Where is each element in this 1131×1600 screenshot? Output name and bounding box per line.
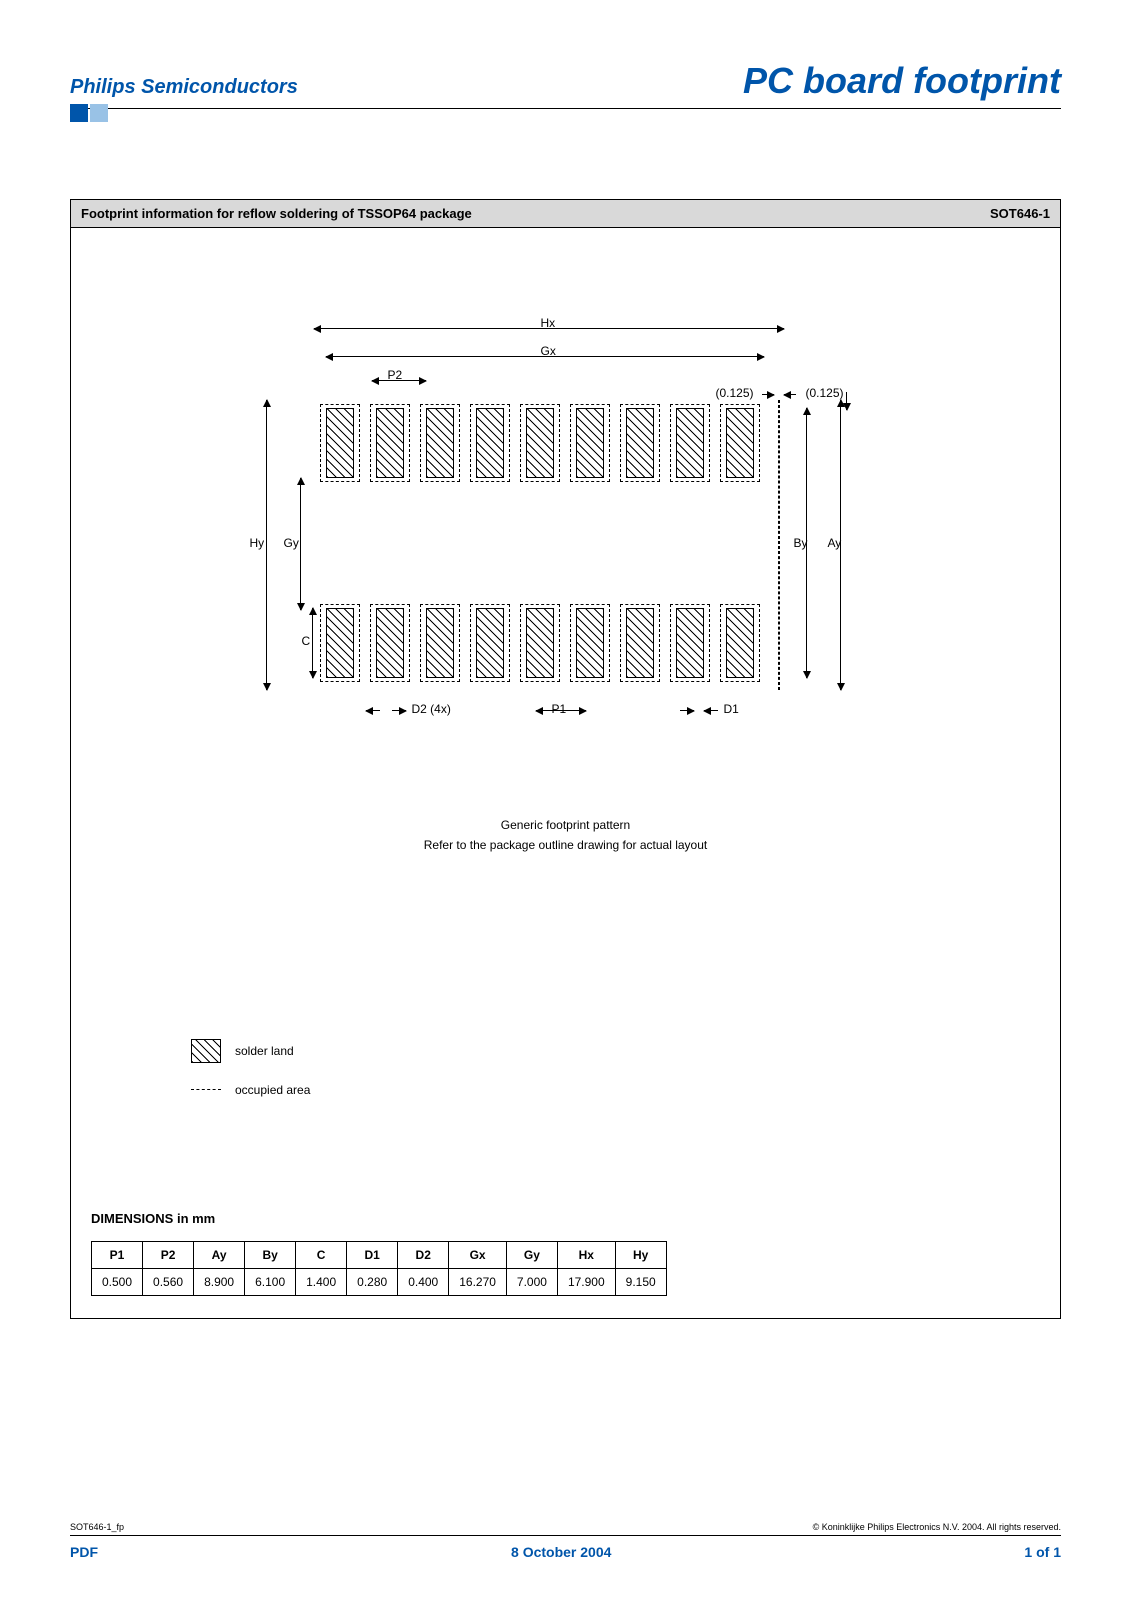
col-header: By <box>245 1242 296 1269</box>
col-header: Ay <box>194 1242 245 1269</box>
figure-caption: Generic footprint pattern Refer to the p… <box>91 818 1040 852</box>
legend-occupied-swatch <box>191 1089 221 1090</box>
col-header: Gx <box>449 1242 507 1269</box>
footer-copyright: © Koninklijke Philips Electronics N.V. 2… <box>813 1522 1061 1532</box>
cell: 0.560 <box>143 1269 194 1296</box>
col-header: Gy <box>506 1242 557 1269</box>
dimensions-title: DIMENSIONS in mm <box>91 1211 215 1226</box>
col-header: C <box>296 1242 347 1269</box>
col-header: Hx <box>557 1242 615 1269</box>
caption-line2: Refer to the package outline drawing for… <box>91 838 1040 852</box>
legend: solder land occupied area <box>191 1039 310 1116</box>
page-header: Philips Semiconductors PC board footprin… <box>70 60 1061 109</box>
footer-page: 1 of 1 <box>1024 1544 1061 1560</box>
cell: 0.280 <box>347 1269 398 1296</box>
dim-ay: Ay <box>828 536 842 550</box>
cell: 0.400 <box>398 1269 449 1296</box>
legend-occupied-label: occupied area <box>235 1083 310 1097</box>
figure-header-right: SOT646-1 <box>990 206 1050 221</box>
cell: 7.000 <box>506 1269 557 1296</box>
page-title: PC board footprint <box>743 60 1061 102</box>
cell: 1.400 <box>296 1269 347 1296</box>
table-header-row: P1 P2 Ay By C D1 D2 Gx Gy Hx Hy <box>92 1242 667 1269</box>
col-header: P2 <box>143 1242 194 1269</box>
brand-logo-squares <box>70 104 108 122</box>
cell: 8.900 <box>194 1269 245 1296</box>
dim-margin-right: (0.125) <box>806 386 844 400</box>
cell: 16.270 <box>449 1269 507 1296</box>
dim-d1: D1 <box>724 702 739 716</box>
brand-text: Philips Semiconductors <box>70 76 298 99</box>
dim-gy: Gy <box>284 536 299 550</box>
figure-header-left: Footprint information for reflow solderi… <box>81 206 472 221</box>
figure-header: Footprint information for reflow solderi… <box>71 200 1060 228</box>
cell: 6.100 <box>245 1269 296 1296</box>
footer-pdf: PDF <box>70 1544 98 1560</box>
cell: 9.150 <box>615 1269 666 1296</box>
pad-row-bottom <box>326 608 754 678</box>
cell: 17.900 <box>557 1269 615 1296</box>
dim-gx: Gx <box>541 344 556 358</box>
dimensions-table: P1 P2 Ay By C D1 D2 Gx Gy Hx Hy 0.500 0.… <box>91 1241 667 1296</box>
dim-margin-left: (0.125) <box>716 386 754 400</box>
col-header: D1 <box>347 1242 398 1269</box>
pad-row-top <box>326 408 754 478</box>
col-header: Hy <box>615 1242 666 1269</box>
figure-container: Footprint information for reflow solderi… <box>70 199 1061 1319</box>
figure-body: Hx Gx P2 (0.125) (0.125) <box>71 228 1060 1316</box>
table-value-row: 0.500 0.560 8.900 6.100 1.400 0.280 0.40… <box>92 1269 667 1296</box>
dim-d2: D2 (4x) <box>412 702 451 716</box>
footer-top: SOT646-1_fp © Koninklijke Philips Electr… <box>70 1522 1061 1536</box>
footer-bottom: PDF 8 October 2004 1 of 1 <box>70 1544 1061 1560</box>
col-header: D2 <box>398 1242 449 1269</box>
legend-solder-swatch <box>191 1039 221 1063</box>
dim-hx: Hx <box>541 316 556 330</box>
footer-doc-id: SOT646-1_fp <box>70 1522 124 1532</box>
dim-hy: Hy <box>250 536 265 550</box>
col-header: P1 <box>92 1242 143 1269</box>
dim-by: By <box>794 536 808 550</box>
legend-solder-label: solder land <box>235 1044 294 1058</box>
dim-p1: P1 <box>552 702 567 716</box>
cell: 0.500 <box>92 1269 143 1296</box>
dim-p2: P2 <box>388 368 403 382</box>
footprint-diagram: Hx Gx P2 (0.125) (0.125) <box>206 308 926 788</box>
caption-line1: Generic footprint pattern <box>91 818 1040 832</box>
dim-c: C <box>302 634 311 648</box>
footer-date: 8 October 2004 <box>511 1544 611 1560</box>
